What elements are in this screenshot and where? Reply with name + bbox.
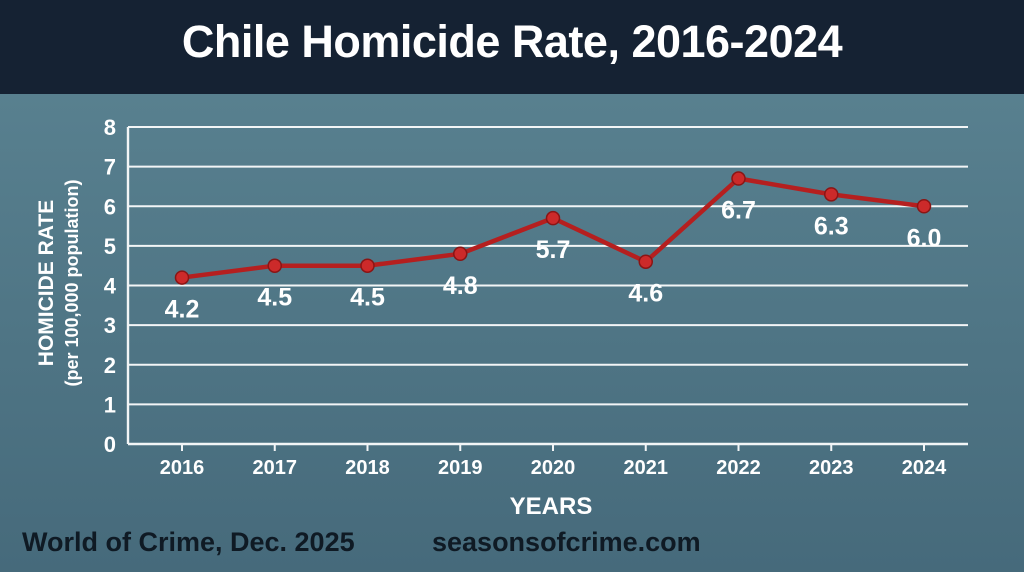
data-label: 4.2 <box>165 296 200 324</box>
data-point <box>545 210 561 226</box>
x-tick-label: 2021 <box>624 457 669 479</box>
data-label: 4.5 <box>257 284 292 312</box>
x-tick-label: 2017 <box>253 457 298 479</box>
chart-panel <box>0 94 1024 572</box>
title-bar <box>0 0 1024 94</box>
y-tick-label: 0 <box>104 432 116 457</box>
data-label: 5.7 <box>536 236 571 264</box>
x-tick-label: 2023 <box>809 457 854 479</box>
data-point <box>267 258 282 273</box>
y-tick-label: 6 <box>104 194 116 219</box>
data-point <box>453 246 468 262</box>
data-point <box>824 187 839 202</box>
data-points <box>174 171 932 285</box>
data-point <box>360 258 375 273</box>
data-label: 6.0 <box>907 224 942 252</box>
y-tick-label: 2 <box>104 353 116 378</box>
x-tick-label: 2020 <box>531 457 576 479</box>
data-label: 4.5 <box>350 284 385 312</box>
y-tick-label: 5 <box>104 234 116 259</box>
x-tick-label: 2019 <box>438 457 483 479</box>
x-tick-label: 2016 <box>160 457 205 479</box>
data-label: 4.6 <box>628 280 663 308</box>
data-point <box>916 199 932 214</box>
y-tick-label: 8 <box>104 115 116 140</box>
data-point <box>638 254 653 269</box>
gridlines <box>126 126 968 451</box>
data-label: 4.8 <box>443 272 478 300</box>
x-tick-labels: 2016 2017 2018 2019 2020 2021 2022 2023 2024 <box>160 457 947 479</box>
data-label: 6.3 <box>814 212 849 240</box>
y-tick-labels: 0 1 2 3 4 5 6 7 8 <box>104 115 117 457</box>
data-labels: 4.2 4.5 4.5 4.8 5.7 4.6 6.7 6.3 6.0 <box>165 197 942 324</box>
y-tick-label: 3 <box>104 313 116 338</box>
data-label: 6.7 <box>721 197 756 225</box>
y-axis-label: HOMICIDE RATE <box>35 200 58 366</box>
y-tick-label: 1 <box>104 392 116 417</box>
data-point <box>731 171 746 186</box>
y-tick-label: 7 <box>104 155 116 180</box>
source-credit: World of Crime, Dec. 2025 <box>22 527 355 557</box>
x-axis-label: YEARS <box>510 493 593 520</box>
x-tick-label: 2022 <box>716 457 761 479</box>
x-tick-label: 2018 <box>345 457 390 479</box>
x-tick-label: 2024 <box>902 457 947 479</box>
chart-title: Chile Homicide Rate, 2016-2024 <box>181 16 843 67</box>
source-website: seasonsofcrime.com <box>432 527 701 557</box>
y-tick-label: 4 <box>104 274 117 299</box>
y-axis-label-group: HOMICIDE RATE (per 100,000 population) <box>35 179 82 386</box>
y-axis-sublabel: (per 100,000 population) <box>62 179 82 386</box>
data-point <box>174 270 190 285</box>
